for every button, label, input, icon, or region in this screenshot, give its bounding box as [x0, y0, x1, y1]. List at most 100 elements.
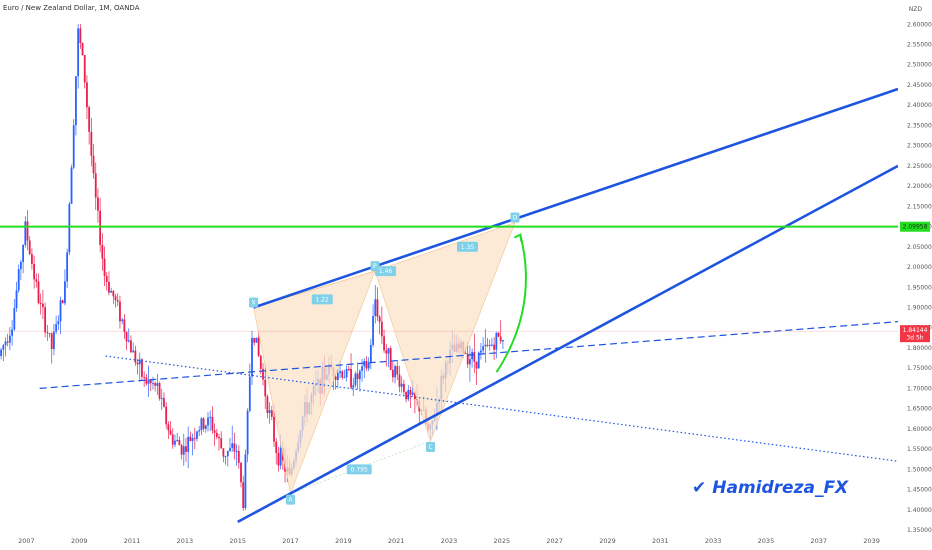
candle-body [482, 346, 485, 351]
candle-body [411, 392, 414, 395]
price-axis[interactable] [898, 0, 932, 530]
x-tick-label: 2039 [863, 537, 880, 545]
candle-body [253, 337, 256, 343]
candle-body [354, 373, 357, 386]
candle-body [0, 349, 3, 357]
pattern-point-x: X [251, 299, 255, 306]
candle-body [251, 337, 253, 377]
candle-body [180, 445, 183, 455]
y-tick-label: 2.55000 [907, 42, 932, 49]
candle-body [358, 370, 361, 380]
candle-body [178, 440, 181, 446]
y-tick-label: 1.95000 [907, 284, 932, 291]
candle-body [116, 300, 119, 302]
candle-body [493, 344, 496, 350]
pattern-point-c: C [428, 444, 432, 451]
candle-body [44, 307, 47, 333]
candle-body [191, 438, 194, 441]
candle-body [35, 279, 38, 282]
candle-body [4, 341, 7, 346]
candle-body [125, 331, 128, 342]
projection-arrow [495, 234, 527, 373]
candle-body [211, 416, 214, 431]
candle-body [68, 203, 71, 253]
candle-body [235, 451, 238, 453]
candle-body [402, 383, 405, 392]
candle-body [101, 244, 104, 259]
level-price-tag-bg [900, 221, 930, 232]
candle-body [486, 344, 489, 346]
candle-body [158, 383, 161, 399]
trend-line-1 [253, 87, 899, 309]
y-tick-label: 2.20000 [907, 183, 932, 190]
candle-body [383, 336, 385, 351]
candle-body [37, 281, 40, 304]
candle-body [28, 240, 31, 255]
candle-body [55, 324, 58, 332]
candle-body [108, 281, 110, 293]
candle-body [396, 366, 399, 375]
y-tick-label: 1.80000 [907, 345, 932, 352]
candle-body [187, 436, 190, 452]
x-tick-label: 2029 [599, 537, 616, 545]
candle-body [105, 276, 108, 282]
candle-body [149, 380, 152, 384]
candle-body [26, 221, 29, 241]
x-tick-label: 2027 [546, 537, 563, 545]
candle-body [182, 446, 185, 455]
candle-body [491, 344, 493, 346]
candle-body [248, 376, 251, 411]
candle-body [119, 301, 121, 322]
time-axis[interactable] [0, 530, 898, 550]
y-tick-label: 2.35000 [907, 122, 932, 129]
candle-body [398, 374, 401, 387]
candle-body [204, 425, 207, 429]
y-tick-label: 1.65000 [907, 406, 932, 413]
candle-body [495, 332, 498, 350]
candle-body [196, 431, 198, 439]
candle-body [90, 131, 93, 156]
y-tick-label: 1.50000 [907, 466, 932, 473]
candle-body [277, 452, 280, 466]
candle-body [46, 332, 49, 334]
candle-body [352, 385, 355, 388]
harmonic-pattern [253, 222, 516, 495]
pattern-ratio: 1.35 [461, 244, 475, 251]
candle-body [132, 350, 135, 353]
x-tick-label: 2017 [282, 537, 299, 545]
trend-line-3 [39, 321, 899, 389]
candle-body [380, 321, 383, 337]
x-axis-ticks: 2007 2009 2011 2013 2015 2017 2019 2021 2023 2025… [18, 537, 880, 545]
currency-label: NZD [908, 6, 922, 13]
candle-body [389, 348, 392, 370]
candle-body [2, 345, 5, 350]
candle-body [94, 173, 97, 198]
y-tick-label: 2.05000 [907, 244, 932, 251]
y-tick-label: 2.00000 [907, 264, 932, 271]
candle-body [356, 373, 359, 380]
projection-arrow-head [513, 233, 523, 242]
candle-body [365, 361, 368, 369]
candle-body [152, 383, 154, 385]
x-tick-label: 2015 [229, 537, 246, 545]
candle-body [134, 350, 137, 363]
candle-body [361, 366, 363, 371]
candle-body [88, 107, 91, 132]
trend-lines-layer [0, 87, 899, 524]
candle-body [72, 125, 75, 168]
candle-body [24, 221, 27, 246]
y-tick-label: 1.45000 [907, 487, 932, 494]
y-tick-label: 2.60000 [907, 21, 932, 28]
candle-body [488, 344, 491, 346]
candle-body [215, 432, 218, 437]
candle-body [279, 447, 282, 466]
candle-body [218, 436, 220, 439]
candle-body [127, 340, 130, 342]
candle-body [374, 299, 377, 316]
candle-body [405, 391, 407, 400]
candle-body [22, 245, 25, 262]
pattern-point-a: A [288, 497, 293, 504]
candle-body [477, 352, 480, 369]
candle-body [336, 373, 339, 380]
